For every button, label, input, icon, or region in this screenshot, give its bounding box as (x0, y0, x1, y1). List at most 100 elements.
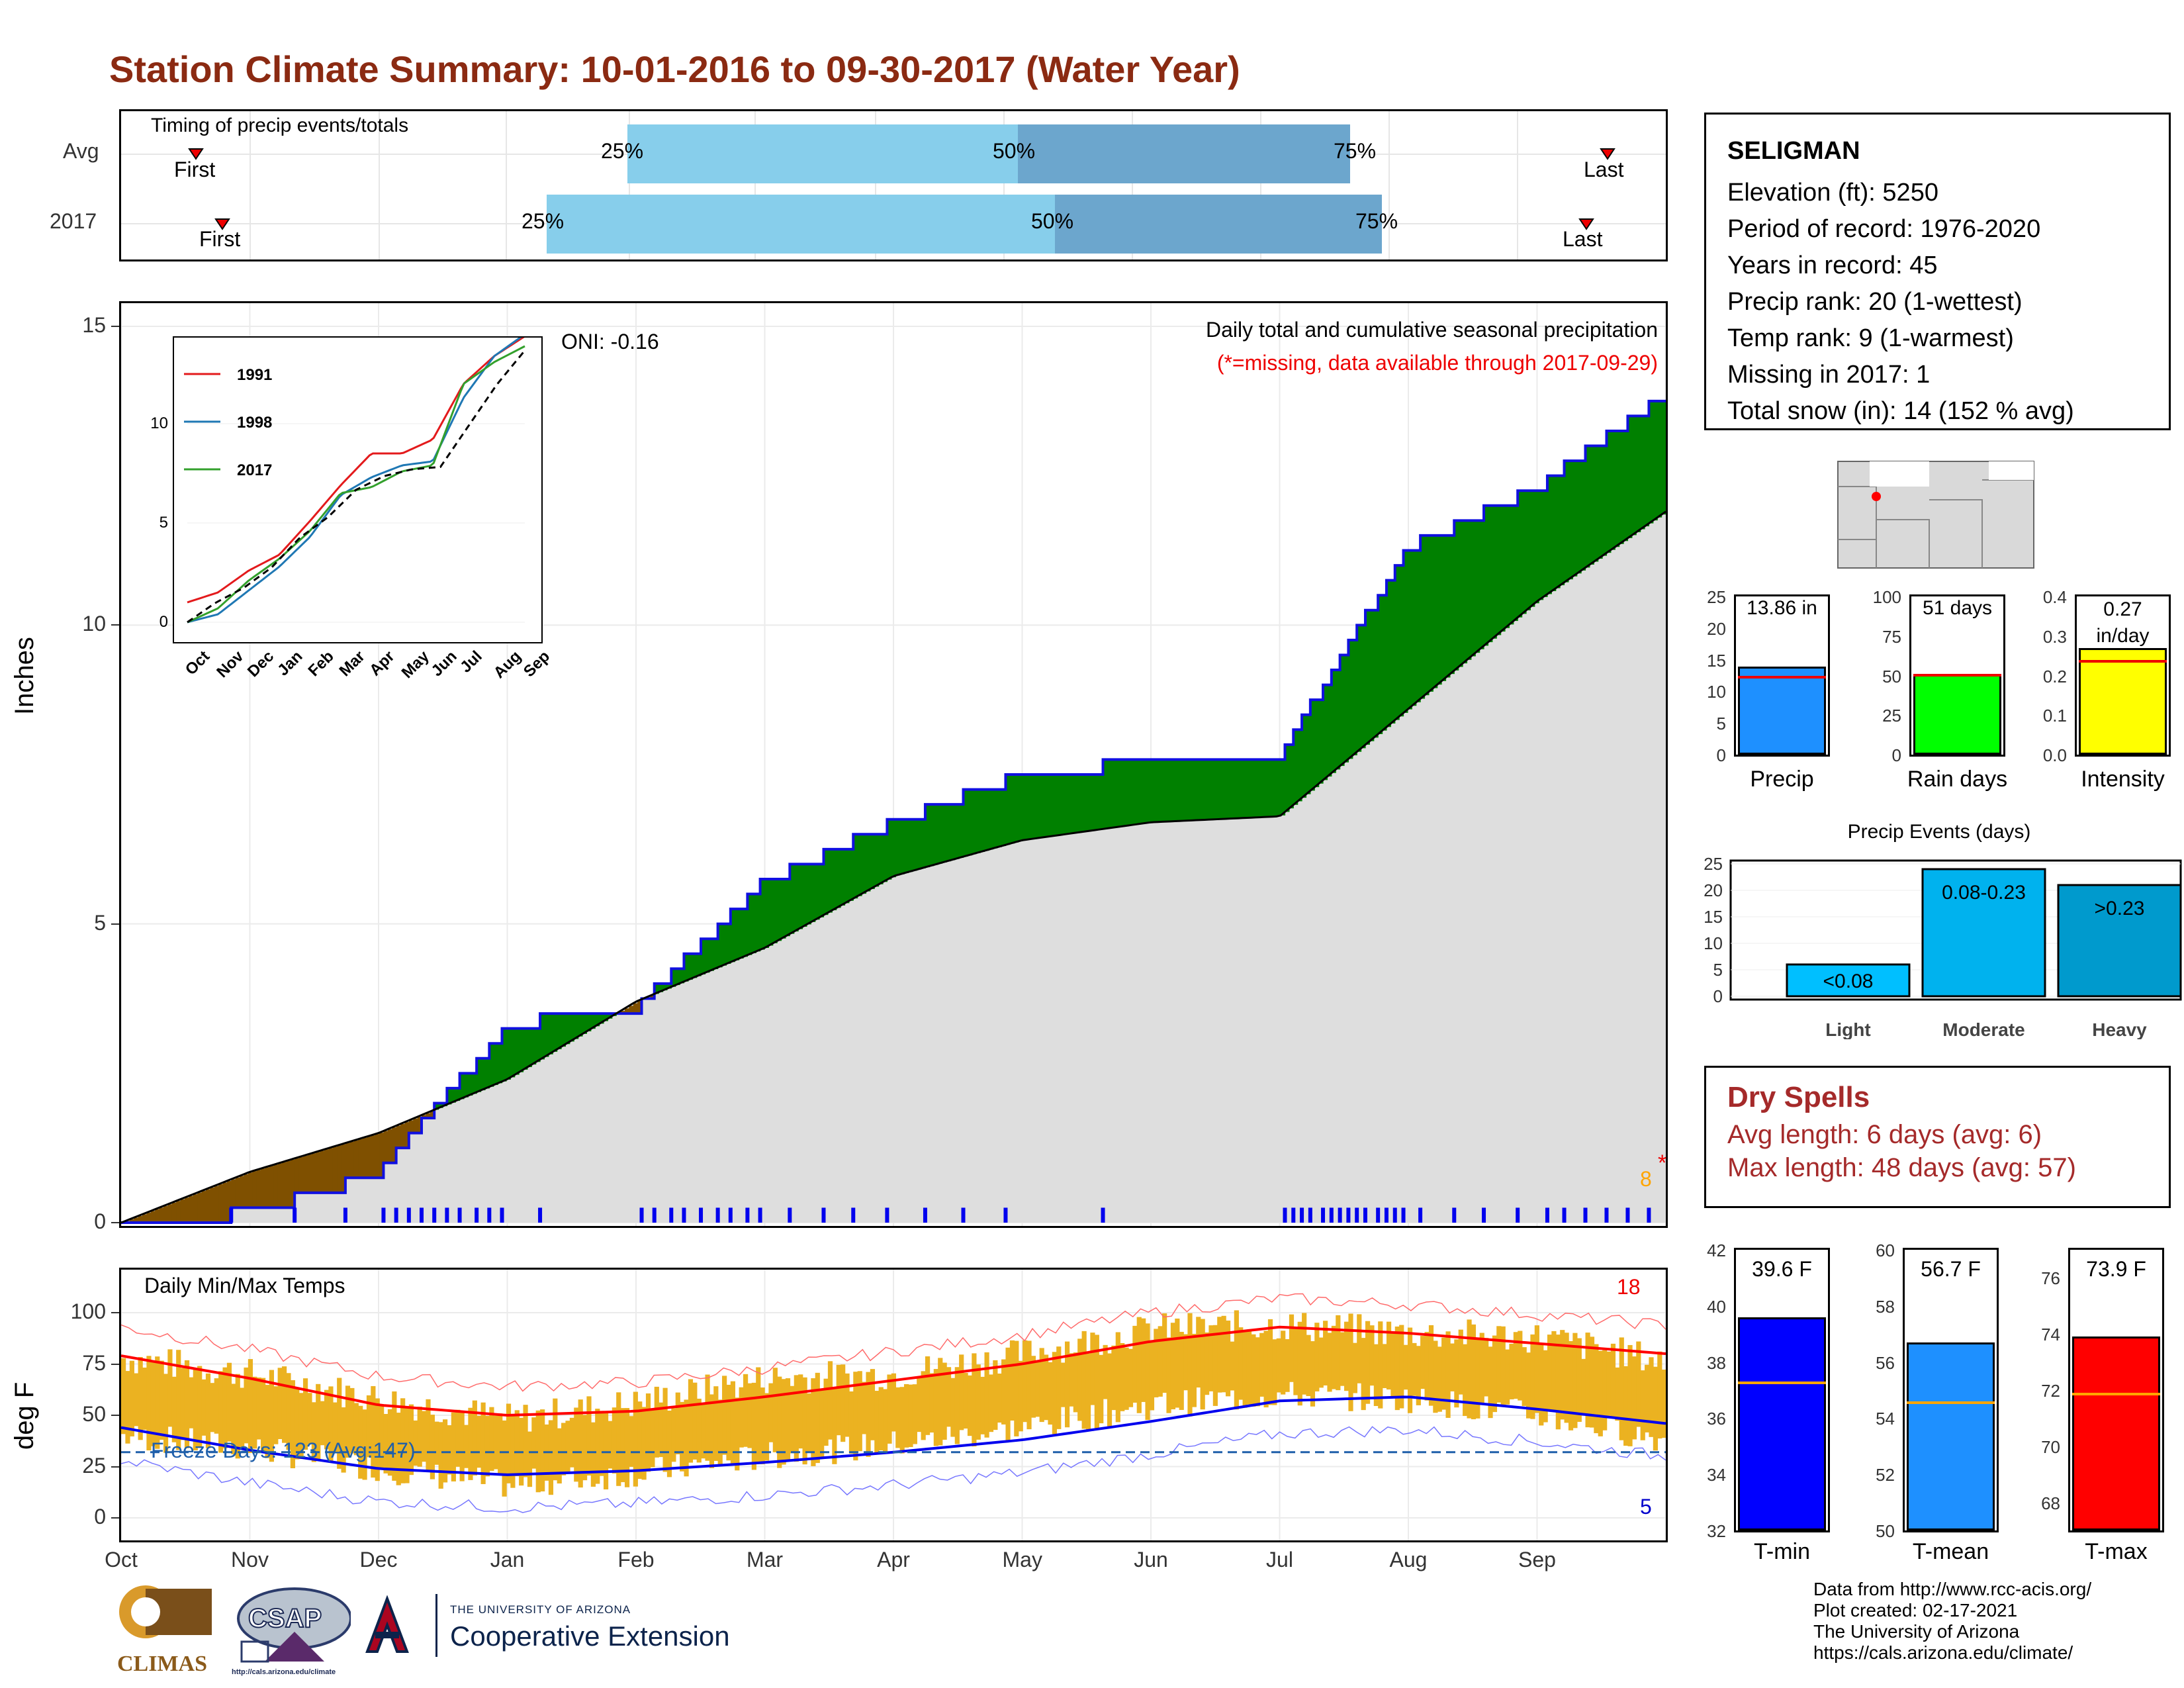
daily-temp-bar (1555, 1335, 1561, 1430)
departure-fill (1281, 759, 1286, 816)
departure-fill (1649, 400, 1654, 524)
departure-fill (1598, 445, 1603, 559)
daily-temp-bar (917, 1376, 922, 1432)
departure-fill (1407, 550, 1412, 710)
daily-temp-bar (1149, 1341, 1155, 1411)
departure-fill (273, 1164, 279, 1208)
csap-text: CSAP (248, 1603, 322, 1634)
temp-ylabel: deg F (10, 1382, 39, 1450)
daily-temp-bar (1564, 1333, 1569, 1423)
daily-temp-bar (155, 1356, 160, 1449)
departure-fill (827, 849, 833, 913)
daily-temp-bar (1390, 1333, 1396, 1397)
departure-fill (569, 1013, 574, 1042)
daily-precip-bar (1545, 1207, 1549, 1223)
departure-fill (459, 1073, 465, 1100)
daily-temp-bar (1602, 1350, 1608, 1430)
departure-fill (903, 819, 909, 874)
daily-temp-bar (903, 1383, 909, 1448)
daily-temp-bar (1026, 1340, 1032, 1430)
daily-temp-bar (853, 1372, 858, 1461)
temp-bar-T-max (2072, 1336, 2160, 1530)
daily-temp-bar (1052, 1352, 1057, 1434)
departure-fill (1297, 729, 1302, 802)
avg-cumulative-line (121, 510, 1666, 1224)
daily-temp-bar (819, 1389, 825, 1457)
missing-marker: * (1658, 1150, 1667, 1176)
ua-divider (435, 1594, 437, 1657)
departure-fill (1568, 461, 1573, 580)
departure-fill (938, 804, 943, 864)
departure-fill (531, 1028, 537, 1065)
daily-temp-bar (447, 1425, 452, 1475)
departure-fill (1602, 445, 1608, 556)
daily-temp-bar (717, 1399, 723, 1466)
daily-temp-bar (218, 1371, 224, 1453)
daily-precip-bar (639, 1207, 644, 1223)
departure-fill (899, 819, 905, 874)
daily-temp-bar (1064, 1341, 1070, 1428)
daily-temp-bar (1014, 1340, 1019, 1436)
departure-fill (1318, 700, 1324, 784)
departure-fill (1492, 505, 1497, 639)
daily-temp-bar (1581, 1358, 1586, 1416)
daily-precip-bar (699, 1207, 704, 1223)
departure-fill (925, 804, 930, 868)
daily-temp-bar (510, 1414, 516, 1488)
daily-precip-bar (851, 1207, 856, 1223)
daily-temp-bar (1572, 1333, 1578, 1429)
daily-temp-bar (1653, 1366, 1659, 1451)
departure-fill (281, 1162, 287, 1208)
departure-fill (1149, 759, 1154, 823)
departure-fill (1437, 535, 1442, 685)
events-title: Precip Events (days) (1847, 821, 2031, 843)
daily-temp-bar (802, 1377, 807, 1465)
temp-bar-ytick: 32 (1707, 1521, 1726, 1541)
departure-fill (468, 1073, 473, 1096)
daily-temp-bar (180, 1368, 185, 1440)
daily-temp-bar (1543, 1350, 1548, 1423)
departure-fill (392, 1127, 397, 1163)
daily-temp-bar (349, 1387, 355, 1454)
daily-temp-bar (261, 1378, 266, 1452)
climas-text: CLIMAS (116, 1652, 208, 1676)
departure-fill (1463, 520, 1468, 664)
temp-bar-ytick: 52 (1876, 1465, 1895, 1485)
daily-temp-bar (1230, 1341, 1235, 1391)
daily-temp-bar (1606, 1351, 1612, 1416)
daily-temp-bar (874, 1391, 880, 1454)
daily-precip-bar (821, 1207, 826, 1223)
events-category: Heavy (2092, 1019, 2147, 1039)
daily-temp-bar (1035, 1362, 1040, 1417)
departure-fill (806, 864, 811, 925)
month-tick: Oct (105, 1548, 138, 1571)
departure-fill (176, 1201, 181, 1223)
daily-temp-bar (1424, 1332, 1430, 1401)
dry-avg: Avg length: 6 days (avg: 6) (1727, 1120, 2042, 1149)
daily-temp-bar (1386, 1321, 1392, 1390)
departure-fill (1263, 759, 1269, 818)
daily-temp-bar (692, 1382, 698, 1460)
daily-temp-bar (1302, 1313, 1307, 1395)
precip-rank: Precip rank: 20 (1-wettest) (1727, 288, 2023, 316)
tick-mark (111, 1312, 119, 1313)
dry-spells: Dry Spells Avg length: 6 days (avg: 6) M… (1704, 1066, 2171, 1208)
daily-temp-bar (701, 1402, 706, 1459)
daily-temp-bar (1348, 1313, 1353, 1411)
departure-fill (747, 894, 752, 955)
departure-fill (590, 1013, 596, 1029)
departure-fill (565, 1013, 570, 1045)
departure-fill (189, 1196, 194, 1223)
departure-fill (959, 804, 964, 858)
daily-temp-bar (1445, 1331, 1451, 1418)
departure-fill (730, 909, 735, 962)
footer-line3: The University of Arizona (1813, 1621, 2020, 1642)
daily-precip-bar (652, 1207, 657, 1223)
daily-temp-bar (1170, 1323, 1176, 1409)
departure-fill (764, 878, 769, 948)
small-bar-Precip (1738, 667, 1826, 755)
temp-bar-ytick: 56 (1876, 1352, 1895, 1373)
departure-fill (1357, 625, 1362, 752)
daily-temp-bar (426, 1399, 431, 1471)
departure-fill (666, 983, 672, 989)
